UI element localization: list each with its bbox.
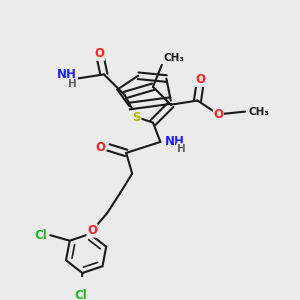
Text: Cl: Cl (35, 229, 47, 242)
Text: NH: NH (57, 68, 77, 81)
Text: O: O (95, 141, 105, 154)
Text: NH: NH (165, 135, 185, 148)
Text: O: O (213, 108, 224, 121)
Text: CH₃: CH₃ (164, 53, 184, 63)
Text: O: O (94, 47, 104, 60)
Text: CH₃: CH₃ (248, 106, 269, 117)
Text: H: H (177, 144, 185, 154)
Text: O: O (87, 224, 97, 237)
Text: Cl: Cl (74, 289, 87, 300)
Text: H: H (68, 79, 77, 89)
Text: S: S (132, 111, 141, 124)
Text: O: O (196, 74, 206, 86)
